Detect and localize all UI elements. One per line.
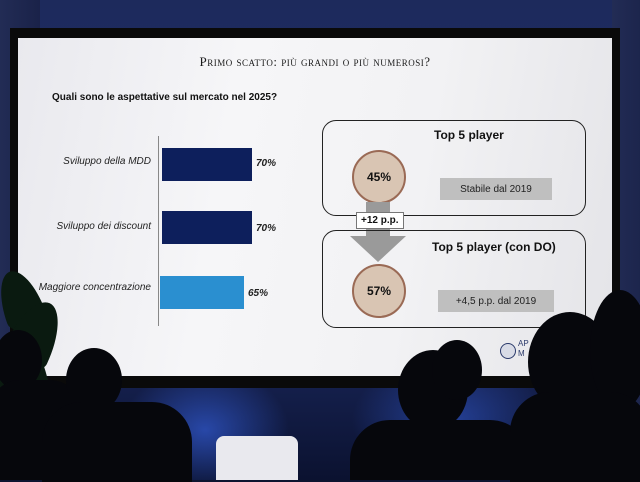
audience-body — [42, 402, 192, 482]
bar-value-concentrazione: 65% — [248, 288, 269, 299]
survey-question: Quali sono le aspettative sul mercato ne… — [52, 92, 278, 103]
brand-logo-text-line1: AP — [518, 339, 529, 348]
bar-label-discount: Sviluppo dei discount — [56, 221, 151, 232]
audience-head — [432, 340, 482, 400]
top5-con-do-note-pill: +4,5 p.p. dal 2019 — [438, 290, 554, 312]
top5-player-box — [322, 120, 586, 216]
bar-label-mdd: Sviluppo della MDD — [63, 156, 151, 167]
bar-label-concentrazione: Maggiore concentrazione — [26, 282, 151, 294]
presentation-slide: Primo scatto: più grandi o più numerosi?… — [18, 38, 612, 376]
delta-label: +12 p.p. — [356, 212, 404, 229]
top5-share-circle: 45% — [352, 150, 406, 204]
top5-player-title: Top 5 player — [434, 128, 504, 142]
top5-con-do-title: Top 5 player (con DO) — [432, 240, 556, 254]
bar-discount — [162, 211, 252, 244]
top5-con-do-box — [322, 230, 586, 328]
brand-logo-icon — [500, 343, 516, 359]
bar-chart-axis — [158, 136, 159, 326]
bar-value-mdd: 70% — [256, 158, 277, 169]
slide-title: Primo scatto: più grandi o più numerosi? — [199, 54, 431, 69]
audience-head — [590, 290, 640, 410]
bar-value-discount: 70% — [256, 223, 277, 234]
bar-label-concentrazione-text: Maggiore concentrazione — [38, 282, 151, 293]
audience-head — [66, 348, 122, 412]
bar-concentrazione — [160, 276, 244, 309]
stage-chair — [216, 436, 298, 480]
bar-mdd — [162, 148, 252, 181]
brand-logo-text-line2: M — [518, 349, 525, 358]
audience-body — [350, 420, 530, 480]
audience-body — [510, 392, 640, 482]
top5-con-do-share-circle: 57% — [352, 264, 406, 318]
down-arrow-icon — [350, 236, 406, 262]
top5-note-pill: Stabile dal 2019 — [440, 178, 552, 200]
brand-logo-text: AP M — [518, 339, 529, 359]
